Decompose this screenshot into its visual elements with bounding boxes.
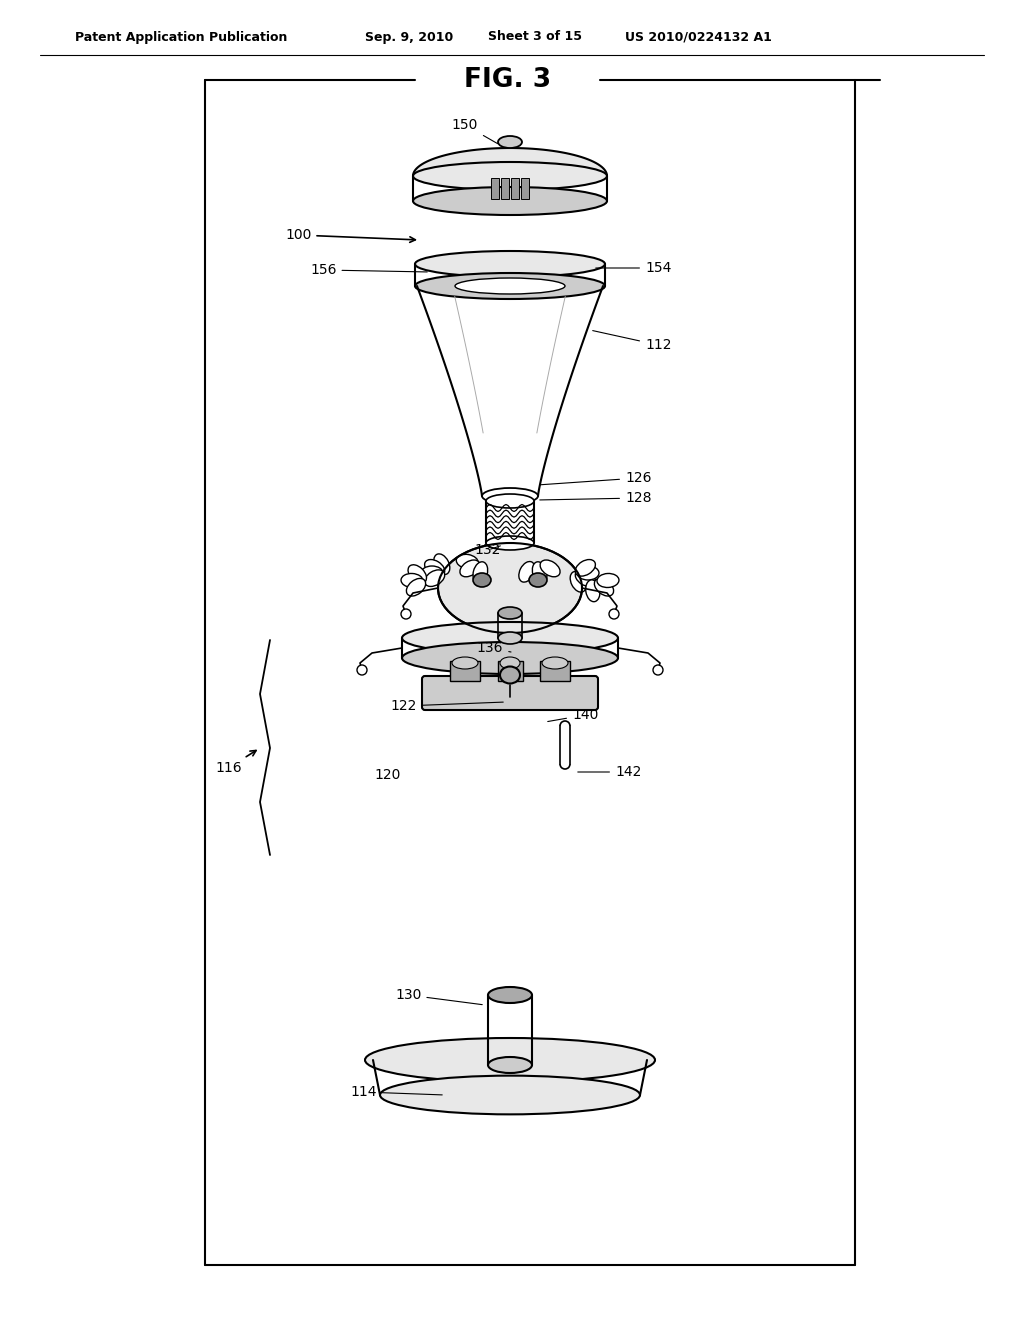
Ellipse shape xyxy=(455,279,565,294)
Ellipse shape xyxy=(408,565,426,583)
Text: Sheet 3 of 15: Sheet 3 of 15 xyxy=(488,30,582,44)
Ellipse shape xyxy=(452,657,478,669)
Bar xyxy=(490,178,499,199)
Polygon shape xyxy=(413,148,607,176)
Ellipse shape xyxy=(457,554,478,569)
Text: 130: 130 xyxy=(395,987,482,1005)
Ellipse shape xyxy=(425,560,444,576)
Text: 114: 114 xyxy=(350,1085,442,1100)
Bar xyxy=(511,178,519,199)
Text: 150: 150 xyxy=(452,117,498,144)
Ellipse shape xyxy=(500,667,520,684)
Bar xyxy=(521,178,529,199)
Ellipse shape xyxy=(413,187,607,215)
Ellipse shape xyxy=(473,562,487,583)
Text: 120: 120 xyxy=(375,768,401,781)
Text: 132: 132 xyxy=(475,543,501,557)
Text: Patent Application Publication: Patent Application Publication xyxy=(75,30,288,44)
Ellipse shape xyxy=(380,1076,640,1114)
Text: 128: 128 xyxy=(540,491,651,506)
Ellipse shape xyxy=(482,488,538,504)
Ellipse shape xyxy=(488,987,532,1003)
Text: US 2010/0224132 A1: US 2010/0224132 A1 xyxy=(625,30,772,44)
Ellipse shape xyxy=(434,554,450,574)
Ellipse shape xyxy=(402,622,618,653)
Ellipse shape xyxy=(473,573,490,587)
Ellipse shape xyxy=(542,657,568,669)
Ellipse shape xyxy=(357,665,367,675)
Text: Sep. 9, 2010: Sep. 9, 2010 xyxy=(365,30,454,44)
Text: 142: 142 xyxy=(578,766,641,779)
Ellipse shape xyxy=(415,251,605,277)
Text: 100: 100 xyxy=(285,228,416,243)
Bar xyxy=(540,661,570,681)
Ellipse shape xyxy=(500,657,520,669)
Ellipse shape xyxy=(575,560,595,576)
Ellipse shape xyxy=(421,566,443,579)
Ellipse shape xyxy=(365,1038,655,1082)
Text: 154: 154 xyxy=(596,261,672,275)
Text: 116: 116 xyxy=(215,751,256,775)
Ellipse shape xyxy=(532,562,547,583)
Ellipse shape xyxy=(413,162,607,190)
Ellipse shape xyxy=(594,578,613,597)
Polygon shape xyxy=(417,286,603,496)
Ellipse shape xyxy=(488,1057,532,1073)
Ellipse shape xyxy=(401,609,411,619)
FancyBboxPatch shape xyxy=(422,676,598,710)
Ellipse shape xyxy=(519,561,535,582)
Ellipse shape xyxy=(577,566,599,579)
Ellipse shape xyxy=(575,570,595,586)
Bar xyxy=(450,661,480,681)
Ellipse shape xyxy=(597,573,618,587)
Ellipse shape xyxy=(460,560,480,577)
Ellipse shape xyxy=(438,543,582,634)
Ellipse shape xyxy=(415,273,605,300)
Text: 122: 122 xyxy=(390,700,503,713)
Ellipse shape xyxy=(498,607,522,619)
Ellipse shape xyxy=(529,573,547,587)
Text: FIG. 3: FIG. 3 xyxy=(465,67,552,92)
Text: 156: 156 xyxy=(310,263,427,277)
Ellipse shape xyxy=(540,560,560,577)
Text: 112: 112 xyxy=(593,330,672,352)
Bar xyxy=(498,661,523,681)
Ellipse shape xyxy=(486,536,534,550)
Bar xyxy=(501,178,509,199)
Ellipse shape xyxy=(609,609,618,619)
Text: 126: 126 xyxy=(540,471,651,484)
Ellipse shape xyxy=(498,136,522,148)
Ellipse shape xyxy=(570,572,586,593)
Text: 140: 140 xyxy=(548,708,598,722)
Ellipse shape xyxy=(653,665,663,675)
Ellipse shape xyxy=(425,570,444,586)
Ellipse shape xyxy=(586,579,600,602)
Ellipse shape xyxy=(402,642,618,675)
Text: 136: 136 xyxy=(477,642,511,655)
Ellipse shape xyxy=(401,573,423,587)
Ellipse shape xyxy=(407,578,426,597)
Ellipse shape xyxy=(486,494,534,508)
Ellipse shape xyxy=(498,632,522,644)
